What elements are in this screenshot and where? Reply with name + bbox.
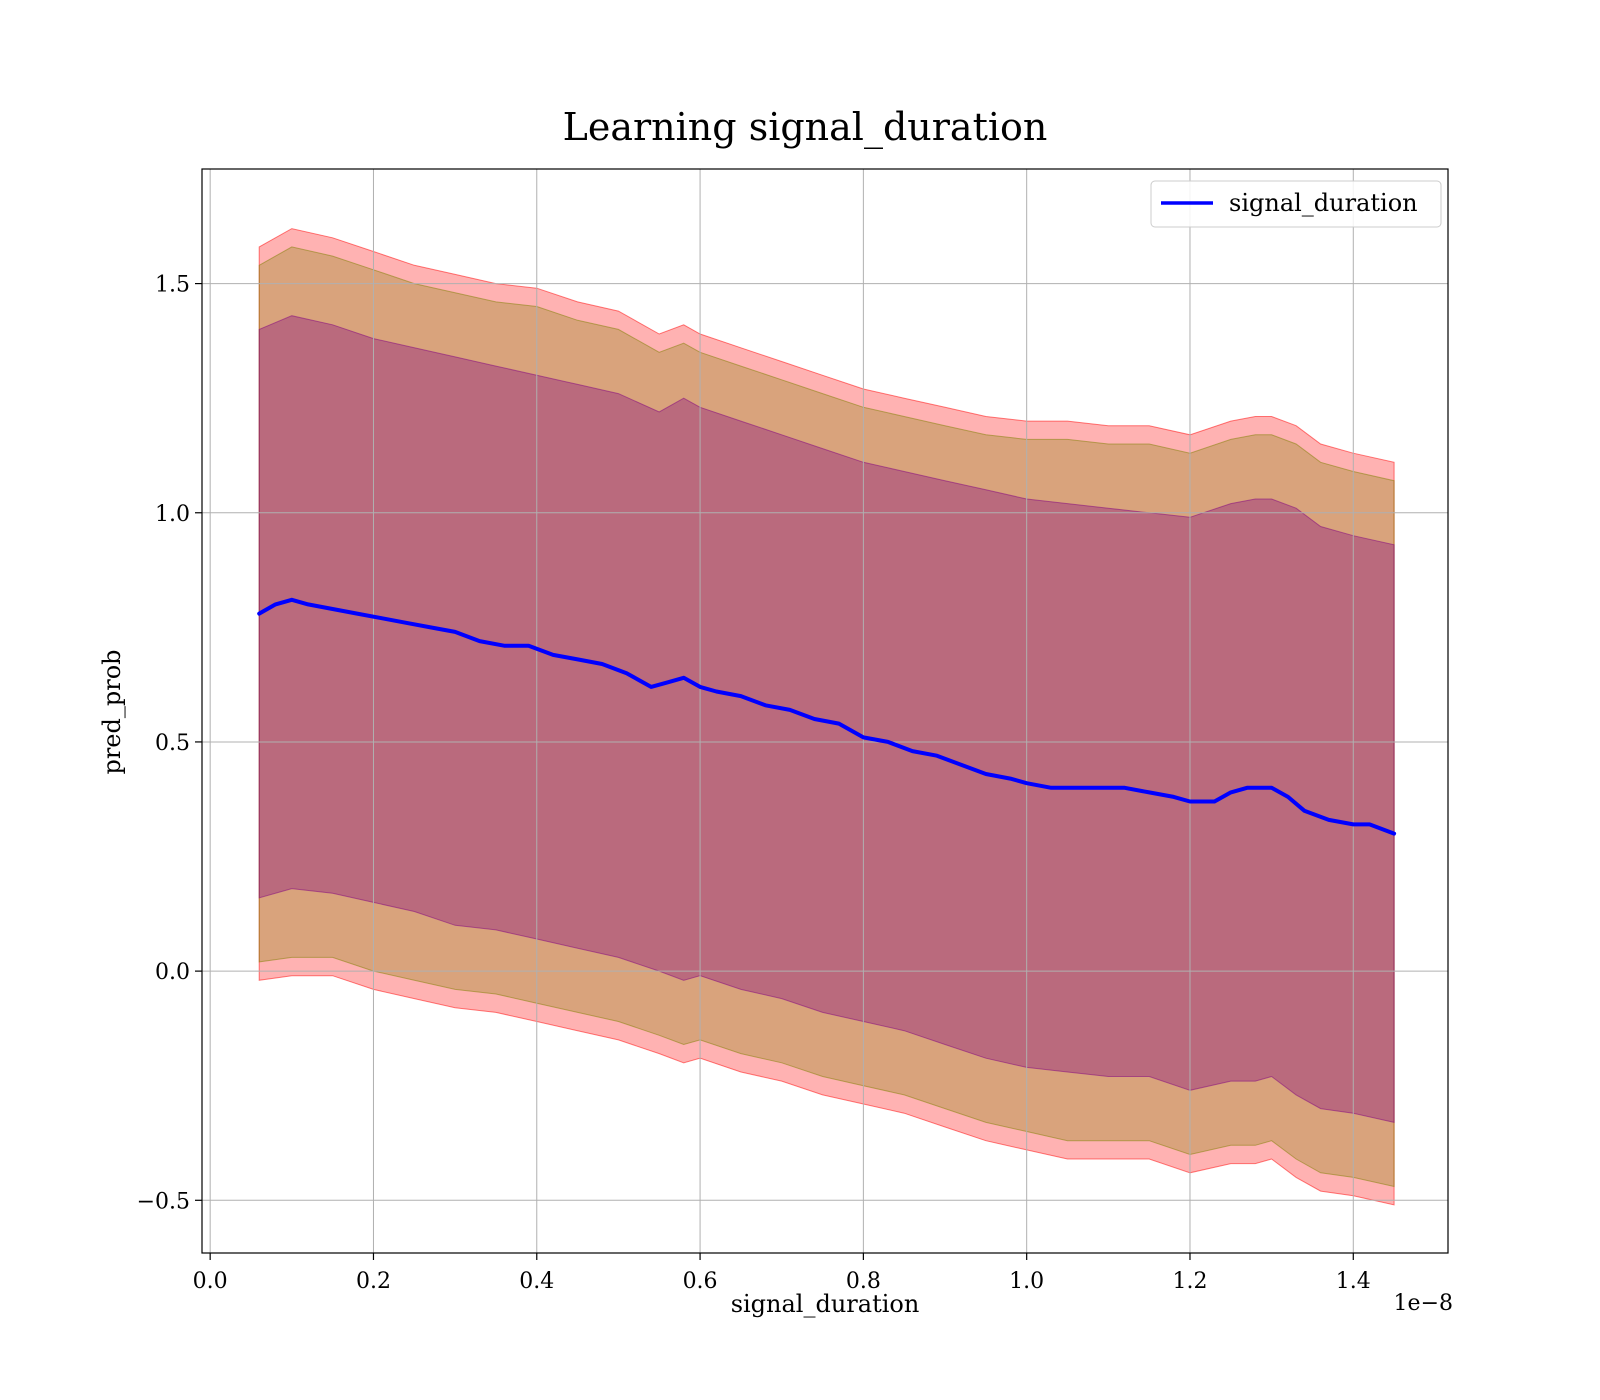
chart-title: Learning signal_duration xyxy=(563,105,1048,150)
x-tick-label: 0.6 xyxy=(683,1269,718,1294)
series-line-0 xyxy=(257,597,1397,836)
x-axis-label: signal_duration xyxy=(731,1290,920,1318)
x-tick-label: 0.2 xyxy=(356,1269,391,1294)
x-tick-label: 0.8 xyxy=(846,1269,881,1294)
legend-label: signal_duration xyxy=(1229,189,1418,217)
y-tick-label: −0.5 xyxy=(137,1189,190,1214)
x-tick-label: 1.2 xyxy=(1172,1269,1207,1294)
x-tick-label: 0.0 xyxy=(193,1269,228,1294)
series-lines xyxy=(257,597,1397,836)
confidence-bands xyxy=(258,228,1395,1206)
x-tick-label: 0.4 xyxy=(519,1269,554,1294)
y-tick-label: 1.0 xyxy=(155,502,190,527)
x-axis-ticks: 0.0 0.2 0.4 0.6 0.8 1.0 1.2 1.4 xyxy=(193,1253,1371,1294)
y-axis-label: pred_prob xyxy=(98,649,126,774)
band-area-0 xyxy=(258,228,1395,1206)
legend-frame xyxy=(1150,180,1442,228)
legend: signal_duration xyxy=(1150,180,1442,228)
y-tick-label: 1.5 xyxy=(155,273,190,298)
plot-frame xyxy=(201,168,1449,1254)
x-tick-label: 1.0 xyxy=(1009,1269,1044,1294)
band-area-2 xyxy=(258,315,1395,1124)
x-axis-offset-text: 1e−8 xyxy=(1394,1291,1453,1316)
y-tick-label: 0.0 xyxy=(155,960,190,985)
x-tick-label: 1.4 xyxy=(1336,1269,1371,1294)
y-axis-ticks: −0.5 0.0 0.5 1.0 1.5 xyxy=(137,273,202,1214)
band-area-1 xyxy=(258,246,1395,1188)
y-tick-label: 0.5 xyxy=(155,731,190,756)
grid-lines xyxy=(202,169,1448,1253)
